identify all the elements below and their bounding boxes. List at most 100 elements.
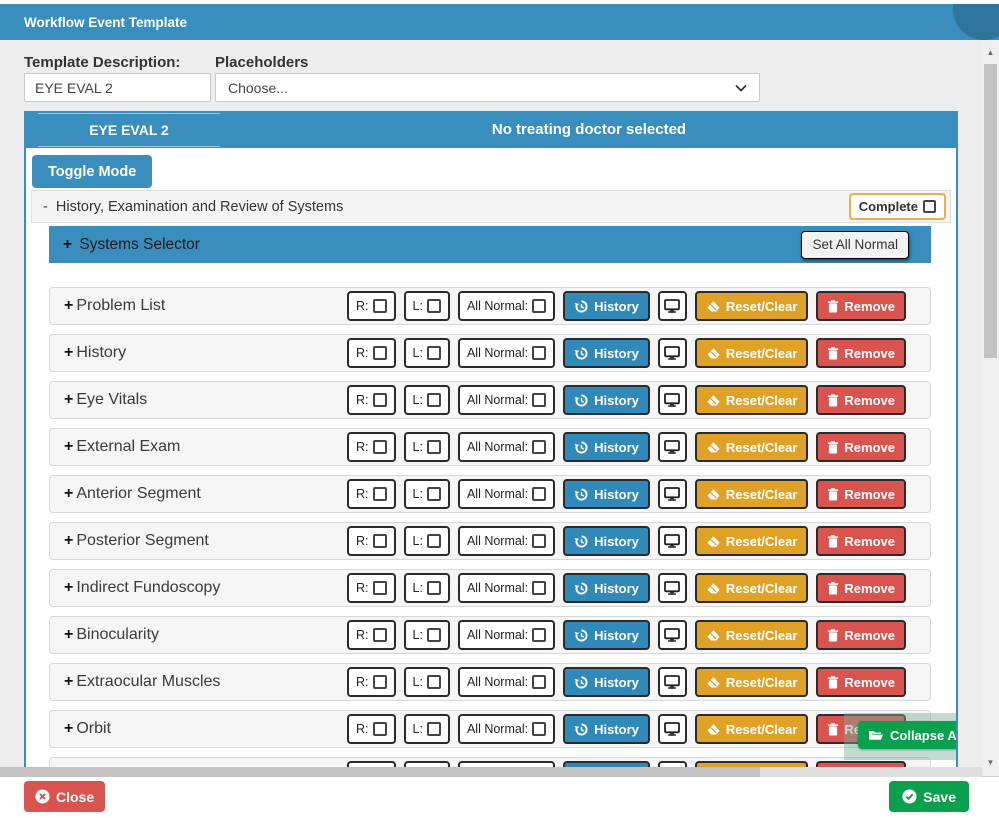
reset-clear-button[interactable]: Reset/Clear xyxy=(694,291,809,321)
all-normal-checkbox-button[interactable]: All Normal: xyxy=(457,573,556,603)
remove-button[interactable]: Remove xyxy=(816,432,906,462)
left-eye-checkbox-button[interactable]: L: xyxy=(403,573,450,603)
all-normal-checkbox-button[interactable]: All Normal: xyxy=(457,291,556,321)
all-normal-checkbox-button[interactable]: All Normal: xyxy=(457,526,556,556)
left-eye-checkbox[interactable] xyxy=(426,440,441,454)
all-normal-checkbox-button[interactable]: All Normal: xyxy=(457,385,556,415)
monitor-button[interactable] xyxy=(657,620,687,650)
right-eye-checkbox[interactable] xyxy=(372,440,387,454)
monitor-button[interactable] xyxy=(657,573,687,603)
systems-selector-bar[interactable]: + Systems Selector Set All Normal xyxy=(49,226,931,263)
right-eye-checkbox-button[interactable]: R: xyxy=(347,526,396,556)
row-expand-toggle[interactable]: + Binocularity xyxy=(64,626,159,644)
monitor-button[interactable] xyxy=(657,667,687,697)
reset-clear-button[interactable]: Reset/Clear xyxy=(694,338,809,368)
left-eye-checkbox[interactable] xyxy=(426,581,441,595)
left-eye-checkbox-button[interactable]: L: xyxy=(403,291,450,321)
row-expand-toggle[interactable]: + Eye Vitals xyxy=(64,391,147,409)
left-eye-checkbox[interactable] xyxy=(426,346,441,360)
history-button[interactable]: History xyxy=(563,714,650,744)
all-normal-checkbox[interactable] xyxy=(532,346,547,360)
row-expand-toggle[interactable]: + Problem List xyxy=(64,297,165,315)
left-eye-checkbox[interactable] xyxy=(426,487,441,501)
right-eye-checkbox-button[interactable]: R: xyxy=(347,291,396,321)
row-expand-toggle[interactable]: + Anterior Segment xyxy=(64,485,201,503)
reset-clear-button[interactable]: Reset/Clear xyxy=(694,526,809,556)
monitor-button[interactable] xyxy=(657,526,687,556)
remove-button[interactable]: Remove xyxy=(816,479,906,509)
all-normal-checkbox[interactable] xyxy=(532,581,547,595)
remove-button[interactable]: Remove xyxy=(816,338,906,368)
right-eye-checkbox[interactable] xyxy=(372,346,387,360)
history-button[interactable]: History xyxy=(563,573,650,603)
remove-button[interactable]: Remove xyxy=(816,291,906,321)
complete-checkbox[interactable] xyxy=(923,200,936,213)
left-eye-checkbox-button[interactable]: L: xyxy=(403,338,450,368)
toggle-mode-button[interactable]: Toggle Mode xyxy=(32,155,153,188)
all-normal-checkbox-button[interactable]: All Normal: xyxy=(457,432,556,462)
left-eye-checkbox[interactable] xyxy=(426,393,441,407)
left-eye-checkbox-button[interactable]: L: xyxy=(403,620,450,650)
collapse-all-button[interactable]: Collapse All xyxy=(858,721,956,749)
left-eye-checkbox-button[interactable]: L: xyxy=(403,526,450,556)
reset-clear-button[interactable]: Reset/Clear xyxy=(694,432,809,462)
vertical-scrollbar-thumb[interactable] xyxy=(984,64,997,358)
all-normal-checkbox[interactable] xyxy=(532,628,547,642)
history-button[interactable]: History xyxy=(563,291,650,321)
scroll-down-arrow[interactable]: ▼ xyxy=(986,757,995,767)
horizontal-scrollbar[interactable] xyxy=(0,767,982,777)
all-normal-checkbox[interactable] xyxy=(532,299,547,313)
left-eye-checkbox-button[interactable]: L: xyxy=(403,667,450,697)
right-eye-checkbox-button[interactable]: R: xyxy=(347,385,396,415)
right-eye-checkbox[interactable] xyxy=(372,487,387,501)
left-eye-checkbox[interactable] xyxy=(426,628,441,642)
left-eye-checkbox-button[interactable]: L: xyxy=(403,385,450,415)
remove-button[interactable]: Remove xyxy=(816,667,906,697)
template-description-input[interactable] xyxy=(24,73,211,102)
all-normal-checkbox-button[interactable]: All Normal: xyxy=(457,479,556,509)
section-header[interactable]: - History, Examination and Review of Sys… xyxy=(31,190,951,223)
right-eye-checkbox[interactable] xyxy=(372,581,387,595)
history-button[interactable]: History xyxy=(563,667,650,697)
left-eye-checkbox-button[interactable]: L: xyxy=(403,432,450,462)
monitor-button[interactable] xyxy=(657,291,687,321)
monitor-button[interactable] xyxy=(657,385,687,415)
remove-button[interactable]: Remove xyxy=(816,526,906,556)
all-normal-checkbox-button[interactable]: All Normal: xyxy=(457,338,556,368)
right-eye-checkbox-button[interactable]: R: xyxy=(347,620,396,650)
set-all-normal-button[interactable]: Set All Normal xyxy=(801,230,909,259)
monitor-button[interactable] xyxy=(657,479,687,509)
reset-clear-button[interactable]: Reset/Clear xyxy=(694,385,809,415)
right-eye-checkbox-button[interactable]: R: xyxy=(347,667,396,697)
tab-eye-eval-2[interactable]: EYE EVAL 2 xyxy=(38,112,220,147)
reset-clear-button[interactable]: Reset/Clear xyxy=(694,667,809,697)
reset-clear-button[interactable]: Reset/Clear xyxy=(694,573,809,603)
right-eye-checkbox[interactable] xyxy=(372,299,387,313)
left-eye-checkbox[interactable] xyxy=(426,534,441,548)
right-eye-checkbox-button[interactable]: R: xyxy=(347,573,396,603)
vertical-scrollbar[interactable]: ▲ ▼ xyxy=(982,40,999,776)
right-eye-checkbox[interactable] xyxy=(372,722,387,736)
row-expand-toggle[interactable]: + History xyxy=(64,344,126,362)
row-expand-toggle[interactable]: + Posterior Segment xyxy=(64,532,209,550)
complete-button[interactable]: Complete xyxy=(848,193,946,220)
scroll-up-arrow[interactable]: ▲ xyxy=(986,47,995,57)
history-button[interactable]: History xyxy=(563,526,650,556)
right-eye-checkbox[interactable] xyxy=(372,393,387,407)
right-eye-checkbox[interactable] xyxy=(372,675,387,689)
save-button[interactable]: Save xyxy=(889,781,969,812)
right-eye-checkbox[interactable] xyxy=(372,534,387,548)
right-eye-checkbox-button[interactable]: R: xyxy=(347,338,396,368)
history-button[interactable]: History xyxy=(563,620,650,650)
all-normal-checkbox[interactable] xyxy=(532,722,547,736)
monitor-button[interactable] xyxy=(657,714,687,744)
monitor-button[interactable] xyxy=(657,338,687,368)
remove-button[interactable]: Remove xyxy=(816,620,906,650)
right-eye-checkbox-button[interactable]: R: xyxy=(347,714,396,744)
remove-button[interactable]: Remove xyxy=(816,573,906,603)
row-expand-toggle[interactable]: + External Exam xyxy=(64,438,180,456)
all-normal-checkbox-button[interactable]: All Normal: xyxy=(457,667,556,697)
remove-button[interactable]: Remove xyxy=(816,385,906,415)
row-expand-toggle[interactable]: + Extraocular Muscles xyxy=(64,673,220,691)
history-button[interactable]: History xyxy=(563,479,650,509)
